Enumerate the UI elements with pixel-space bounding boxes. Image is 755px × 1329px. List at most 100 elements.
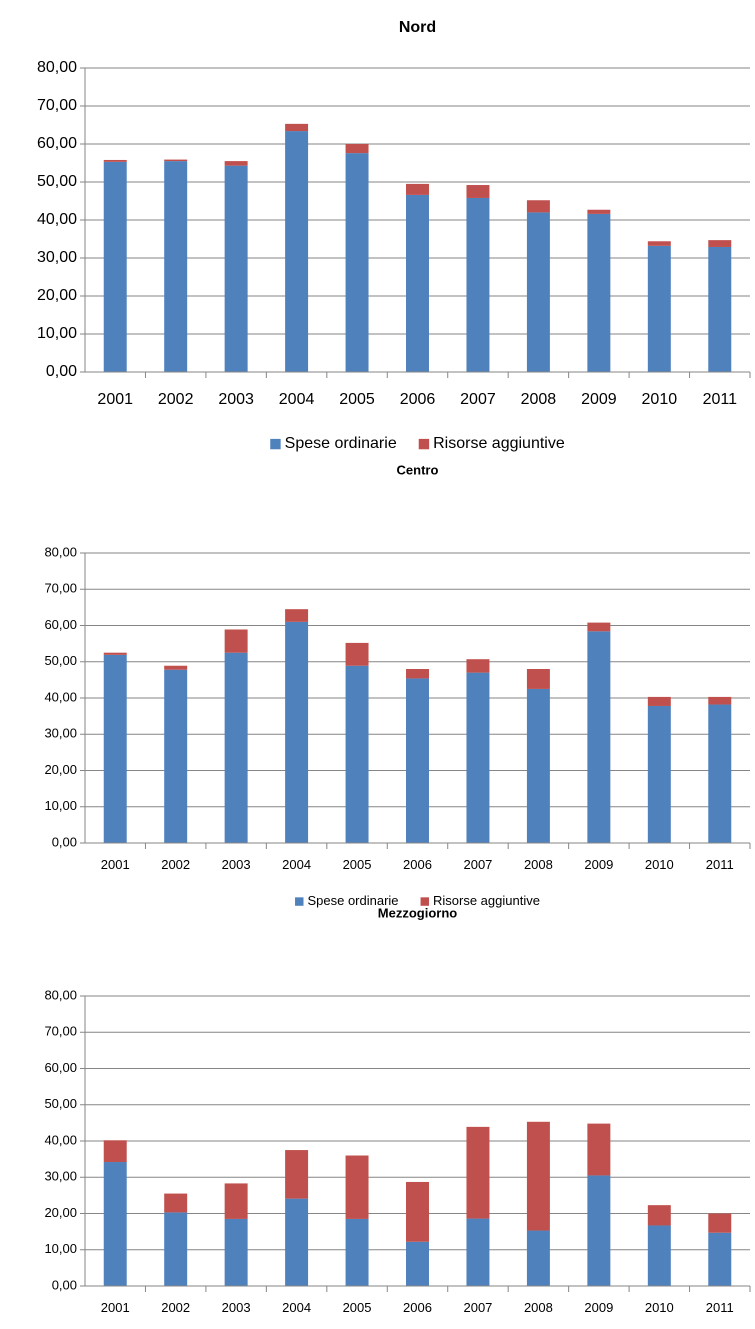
legend-label: Spese ordinarie <box>307 893 398 908</box>
bar-segment <box>406 1181 429 1242</box>
x-tick-label: 2004 <box>282 1300 311 1315</box>
y-tick-label: 20,00 <box>44 1205 77 1220</box>
x-tick-label: 2001 <box>97 391 133 408</box>
bar-segment <box>587 213 611 372</box>
x-tick-label: 2005 <box>343 857 372 872</box>
x-tick-label: 2011 <box>706 1300 734 1315</box>
bar-segment <box>406 194 429 372</box>
y-tick-label: 80,00 <box>44 987 77 1002</box>
x-tick-label: 2008 <box>524 857 553 872</box>
bar-segment <box>224 161 248 166</box>
bar-segment <box>285 1198 309 1286</box>
bar-segment <box>466 197 490 372</box>
bar-segment <box>103 654 127 843</box>
bar-segment <box>224 629 248 653</box>
bar-segment <box>224 652 248 843</box>
bar-segment <box>406 1241 429 1286</box>
chart-title: Centro <box>397 462 439 477</box>
bar-segment <box>708 240 732 247</box>
y-tick-label: 60,00 <box>44 1060 77 1075</box>
bar-segment <box>224 165 248 372</box>
y-tick-label: 0,00 <box>52 834 77 849</box>
bar-segment <box>647 241 671 246</box>
bar-segment <box>224 1218 248 1286</box>
x-tick-label: 2006 <box>403 1300 432 1315</box>
bar-segment <box>164 1193 188 1213</box>
bar-segment <box>285 609 309 622</box>
y-tick-label: 40,00 <box>37 211 77 228</box>
bar-segment <box>224 1183 248 1219</box>
x-tick-label: 2004 <box>279 391 315 408</box>
bar-segment <box>466 659 490 673</box>
x-tick-label: 2003 <box>222 857 251 872</box>
bar-segment <box>466 185 490 198</box>
y-tick-label: 30,00 <box>37 249 77 266</box>
bar-segment <box>345 1218 369 1286</box>
y-tick-label: 50,00 <box>44 653 77 668</box>
x-tick-label: 2005 <box>339 391 375 408</box>
bar-segment <box>345 1155 369 1219</box>
bar-segment <box>526 212 550 372</box>
x-tick-label: 2011 <box>706 857 734 872</box>
x-tick-label: 2010 <box>642 391 678 408</box>
x-tick-label: 2011 <box>703 391 738 408</box>
x-tick-label: 2007 <box>463 857 492 872</box>
x-tick-label: 2006 <box>403 857 432 872</box>
bar-segment <box>103 161 127 372</box>
y-tick-label: 80,00 <box>37 59 77 76</box>
y-tick-label: 70,00 <box>37 97 77 114</box>
bar-segment <box>285 621 309 843</box>
x-tick-label: 2008 <box>524 1300 553 1315</box>
y-tick-label: 20,00 <box>37 287 77 304</box>
x-tick-label: 2002 <box>161 1300 190 1315</box>
y-tick-label: 20,00 <box>44 762 77 777</box>
bar-segment <box>526 669 550 689</box>
bar-segment <box>587 1175 611 1286</box>
legend-swatch <box>295 897 304 906</box>
legend-label: Risorse aggiuntive <box>433 893 540 908</box>
y-tick-label: 70,00 <box>44 1024 77 1039</box>
y-tick-label: 70,00 <box>44 581 77 596</box>
bar-segment <box>164 665 188 670</box>
y-tick-label: 10,00 <box>37 325 77 342</box>
x-tick-label: 2005 <box>343 1300 372 1315</box>
bar-segment <box>406 183 429 195</box>
bar-segment <box>406 669 429 679</box>
y-tick-label: 50,00 <box>44 1096 77 1111</box>
bar-segment <box>285 1150 309 1199</box>
x-tick-label: 2009 <box>581 391 617 408</box>
x-tick-label: 2006 <box>400 391 436 408</box>
bar-segment <box>406 678 429 843</box>
y-tick-label: 60,00 <box>44 617 77 632</box>
bar-segment <box>526 200 550 213</box>
bar-segment <box>587 622 611 632</box>
x-tick-label: 2009 <box>584 857 613 872</box>
y-tick-label: 30,00 <box>44 726 77 741</box>
bar-segment <box>708 1213 732 1233</box>
x-tick-label: 2010 <box>645 857 674 872</box>
bar-segment <box>164 669 188 843</box>
bar-segment <box>164 1212 188 1286</box>
bar-segment <box>466 1126 490 1219</box>
bar-segment <box>647 1225 671 1286</box>
y-tick-label: 30,00 <box>44 1169 77 1184</box>
bar-segment <box>466 672 490 843</box>
bar-segment <box>103 652 127 655</box>
legend-swatch <box>420 897 430 906</box>
bar-segment <box>708 246 732 372</box>
y-tick-label: 40,00 <box>44 689 77 704</box>
bar-segment <box>708 696 732 705</box>
y-tick-label: 40,00 <box>44 1132 77 1147</box>
x-tick-label: 2010 <box>645 1300 674 1315</box>
bar-segment <box>587 1123 611 1176</box>
bar-segment <box>587 631 611 843</box>
legend-swatch <box>418 438 430 450</box>
bar-segment <box>708 1232 732 1286</box>
bar-segment <box>526 688 550 843</box>
x-tick-label: 2001 <box>101 857 130 872</box>
x-tick-label: 2007 <box>463 1300 492 1315</box>
x-tick-label: 2002 <box>158 391 194 408</box>
legend-swatch <box>270 438 281 450</box>
bar-segment <box>103 1140 127 1163</box>
